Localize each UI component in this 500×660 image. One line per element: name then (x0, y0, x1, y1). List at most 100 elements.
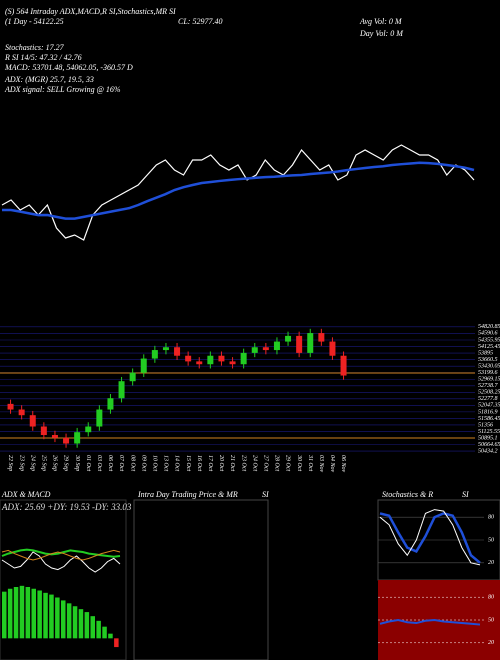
histogram-bar (108, 633, 113, 639)
y-tick-label: 50 (488, 617, 494, 623)
x-tick-label: 04 Nov (329, 455, 336, 473)
histogram-bar (43, 592, 48, 639)
x-tick-label: 20 Oct (218, 455, 224, 471)
header-text: R SI 14/5: 47.32 / 42.76 (4, 53, 82, 62)
x-tick-label: 21 Oct (229, 455, 235, 471)
candle-body (107, 398, 114, 410)
candle-body (307, 333, 314, 353)
candle-body (18, 409, 25, 416)
histogram-bar (96, 620, 101, 639)
candle-body (240, 352, 247, 365)
candle-body (85, 426, 92, 433)
y-tick-label: 80 (488, 515, 494, 521)
x-tick-label: 30 Sep (74, 454, 80, 471)
candle-body (51, 435, 58, 438)
y-tick-label: 53660.5 (478, 357, 498, 363)
panel-title: ADX & MACD (1, 490, 51, 499)
y-tick-label: 51586.45 (478, 415, 500, 422)
y-tick-label: 20 (488, 640, 494, 646)
histogram-bar (114, 638, 119, 648)
x-tick-label: 16 Oct (196, 455, 202, 471)
candle-body (7, 403, 14, 410)
x-tick-label: 15 Oct (185, 455, 191, 471)
histogram-bar (49, 594, 54, 639)
candle-body (174, 347, 181, 356)
line (1, 144, 475, 241)
y-tick-label: 53199.6 (478, 370, 498, 376)
x-tick-label: 31 Oct (307, 454, 313, 471)
candle-body (229, 361, 236, 365)
candle-body (63, 437, 70, 444)
x-tick-label: 03 Nov (318, 455, 324, 473)
candle-body (285, 335, 292, 342)
y-tick-label: 54125.45 (478, 343, 500, 350)
header-text: Day Vol: 0 M (359, 29, 404, 38)
y-tick-label: 54820.85 (478, 323, 500, 330)
histogram-bar (37, 590, 42, 639)
histogram-bar (78, 609, 84, 639)
histogram-bar (31, 588, 36, 639)
candle-body (151, 350, 158, 359)
candle-body (218, 355, 225, 362)
line (2, 161, 475, 220)
y-tick-label: 51816.9 (478, 409, 498, 415)
histogram-bar (19, 585, 25, 639)
line (379, 512, 481, 564)
x-tick-label: 06 Nov (340, 455, 346, 473)
histogram-bar (13, 587, 19, 639)
y-tick-label: 51125.55 (478, 429, 500, 435)
y-tick-label: 52047.35 (478, 402, 500, 409)
candle-body (140, 358, 147, 373)
panel-title: SI (462, 490, 469, 499)
header-text: MACD: 53701.48, 54062.05, -360.57 D (4, 63, 133, 72)
histogram-bar (7, 588, 13, 639)
x-tick-label: 01 Oct (85, 455, 91, 471)
candle-body (340, 355, 347, 376)
panel-subtitle: ADX: 25.69 +DY: 19.53 -DY: 33.03 (1, 502, 132, 512)
x-tick-label: 23 Sep (18, 455, 24, 471)
line (379, 509, 481, 566)
y-tick-label: 51356 (478, 422, 493, 428)
candle-body (329, 341, 336, 356)
histogram-bar (84, 612, 90, 639)
histogram-bar (66, 603, 72, 639)
x-tick-label: 25 Sep (40, 455, 46, 471)
panel (133, 499, 269, 660)
histogram-bar (90, 616, 95, 639)
header-text: Stochastics: 17.27 (5, 43, 65, 52)
y-tick-label: 52508.25 (478, 390, 500, 396)
x-tick-label: 26 Sep (52, 455, 58, 471)
candle-body (96, 409, 103, 427)
header-text: ADX: (MGR) 25.7, 19.5, 33 (4, 75, 94, 84)
histogram-bar (72, 606, 78, 639)
y-tick-label: 54590.6 (478, 330, 498, 337)
x-tick-label: 24 Oct (251, 455, 258, 471)
line (1, 551, 121, 573)
candle-body (118, 381, 125, 399)
y-tick-label: 50664.65 (478, 441, 500, 448)
y-tick-label: 50 (488, 537, 494, 543)
x-tick-label: 29 Oct (285, 455, 291, 471)
candle-body (162, 347, 169, 351)
x-tick-label: 13 Oct (163, 455, 169, 471)
candle-body (262, 347, 269, 351)
x-tick-label: 10 Oct (151, 455, 157, 471)
candle-body (29, 415, 36, 427)
histogram-bar (2, 591, 7, 639)
x-tick-label: 06 Oct (107, 455, 113, 471)
panel-title: SI (262, 490, 269, 499)
x-tick-label: 07 Oct (118, 455, 124, 471)
candle-body (74, 432, 81, 444)
x-tick-label: 29 Sep (63, 455, 69, 471)
y-tick-label: 53895 (478, 350, 493, 356)
line (379, 618, 481, 626)
x-tick-label: 24 Sep (29, 455, 36, 471)
candle-body (273, 341, 280, 351)
header-text: ADX signal: SELL Growing @ 16% (4, 85, 121, 94)
candle-body (196, 361, 203, 365)
y-tick-label: 52969.15 (478, 377, 500, 383)
x-tick-label: 17 Oct (207, 455, 213, 471)
x-tick-label: 09 Oct (140, 455, 146, 471)
y-tick-label: 52277.8 (478, 396, 498, 402)
